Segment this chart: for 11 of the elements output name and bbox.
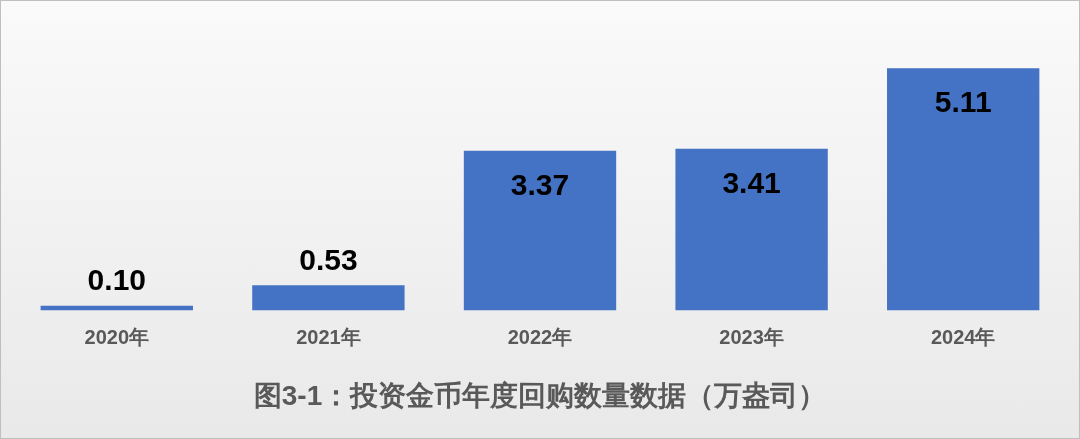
data-label: 3.37 <box>510 167 570 201</box>
data-label: 5.11 <box>934 85 992 119</box>
x-tick-label: 2020年 <box>84 325 150 348</box>
data-label: 0.53 <box>299 242 358 276</box>
x-tick-label: 2023年 <box>719 325 784 348</box>
data-label: 0.10 <box>87 262 146 296</box>
x-tick-label: 2021年 <box>296 325 361 348</box>
data-label: 3.41 <box>722 166 781 200</box>
text: 图3-1：投资金币年度回购数量数据（万盎司） <box>253 379 827 411</box>
x-tick-label: 2022年 <box>507 325 573 348</box>
x-tick-label: 2024年 <box>930 325 996 348</box>
